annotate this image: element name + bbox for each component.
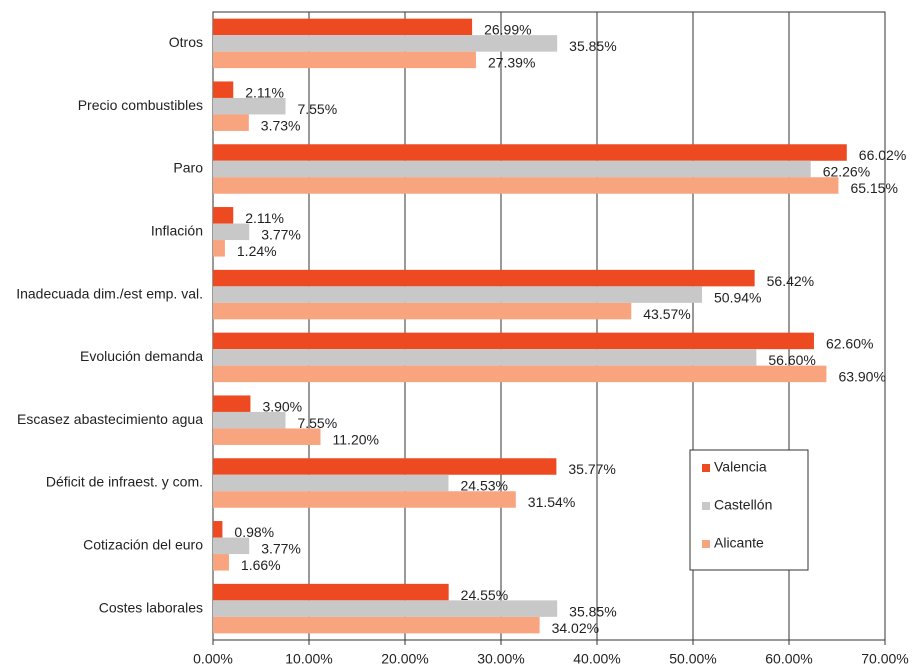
x-tick-label: 70.00% xyxy=(861,651,908,667)
bar xyxy=(213,302,632,320)
data-label: 1.66% xyxy=(241,557,281,573)
bar xyxy=(213,286,703,303)
legend-label: Castellón xyxy=(714,497,772,513)
bar xyxy=(213,332,814,350)
x-tick-label: 0.00% xyxy=(193,651,233,667)
bar xyxy=(213,554,229,571)
data-label: 62.26% xyxy=(823,164,870,180)
y-tick-label: Escasez abastecimiento agua xyxy=(17,411,203,427)
bar xyxy=(213,223,250,241)
data-label: 3.90% xyxy=(262,398,302,414)
y-tick-label: Costes laborales xyxy=(99,599,203,615)
bar xyxy=(213,18,473,36)
bar xyxy=(213,491,516,508)
x-tick-label: 30.00% xyxy=(477,651,524,667)
bar xyxy=(213,240,225,257)
y-tick-label: Precio combustibles xyxy=(78,97,203,113)
data-label: 27.39% xyxy=(488,55,535,71)
data-label: 56.42% xyxy=(767,273,814,289)
y-tick-label: Inflación xyxy=(151,223,203,239)
data-label: 24.53% xyxy=(460,478,507,494)
legend-label: Valencia xyxy=(714,459,767,475)
bar xyxy=(213,269,755,287)
bar xyxy=(213,35,558,52)
legend-swatch xyxy=(702,540,710,548)
bar xyxy=(213,583,449,601)
bar xyxy=(213,177,839,194)
y-tick-label: Evolución demanda xyxy=(80,348,203,364)
data-label: 35.85% xyxy=(569,38,616,54)
legend-label: Alicante xyxy=(714,535,764,551)
bar xyxy=(213,365,827,383)
x-tick-label: 10.00% xyxy=(285,651,332,667)
data-label: 0.98% xyxy=(234,524,274,540)
data-label: 2.11% xyxy=(245,210,284,226)
data-label: 7.55% xyxy=(297,101,337,117)
y-tick-label: Cotización del euro xyxy=(83,537,203,553)
x-tick-label: 20.00% xyxy=(381,651,428,667)
bar xyxy=(213,521,223,538)
data-label: 3.77% xyxy=(261,227,301,243)
data-label: 31.54% xyxy=(528,494,575,510)
bar xyxy=(213,537,250,555)
x-tick-label: 40.00% xyxy=(573,651,620,667)
bar xyxy=(213,160,811,178)
bar xyxy=(213,114,249,131)
data-label: 1.24% xyxy=(237,243,277,259)
bar xyxy=(213,428,321,445)
data-label: 43.57% xyxy=(643,306,690,322)
data-label: 24.55% xyxy=(461,587,508,603)
data-label: 56.60% xyxy=(768,352,815,368)
bar xyxy=(213,349,757,366)
y-tick-label: Déficit de infraest. y com. xyxy=(46,474,203,490)
bar xyxy=(213,395,251,412)
bar xyxy=(213,458,557,475)
data-label: 63.90% xyxy=(838,369,885,385)
data-label: 3.77% xyxy=(261,541,301,557)
data-label: 3.73% xyxy=(261,117,301,133)
bar xyxy=(213,600,558,617)
bar xyxy=(213,144,847,161)
x-tick-label: 60.00% xyxy=(765,651,812,667)
x-tick-label: 50.00% xyxy=(669,651,716,667)
data-label: 35.85% xyxy=(569,603,616,619)
data-label: 26.99% xyxy=(484,22,531,38)
y-tick-label: Inadecuada dim./est emp. val. xyxy=(16,285,203,301)
bar xyxy=(213,51,476,69)
bar xyxy=(213,474,449,492)
y-tick-label: Otros xyxy=(169,34,203,50)
legend-swatch xyxy=(702,502,710,510)
data-label: 11.20% xyxy=(333,431,379,447)
bar xyxy=(213,616,540,634)
data-label: 7.55% xyxy=(297,415,337,431)
bar xyxy=(213,207,234,224)
bar xyxy=(213,81,234,98)
data-label: 34.02% xyxy=(552,620,599,636)
y-tick-label: Paro xyxy=(173,160,203,176)
data-label: 50.94% xyxy=(714,289,761,305)
data-label: 62.60% xyxy=(826,336,873,352)
data-label: 66.02% xyxy=(859,147,906,163)
bar xyxy=(213,411,286,429)
data-label: 2.11% xyxy=(245,84,284,100)
data-label: 35.77% xyxy=(568,461,615,477)
bar xyxy=(213,97,286,115)
legend-swatch xyxy=(702,464,710,472)
data-label: 65.15% xyxy=(850,180,897,196)
